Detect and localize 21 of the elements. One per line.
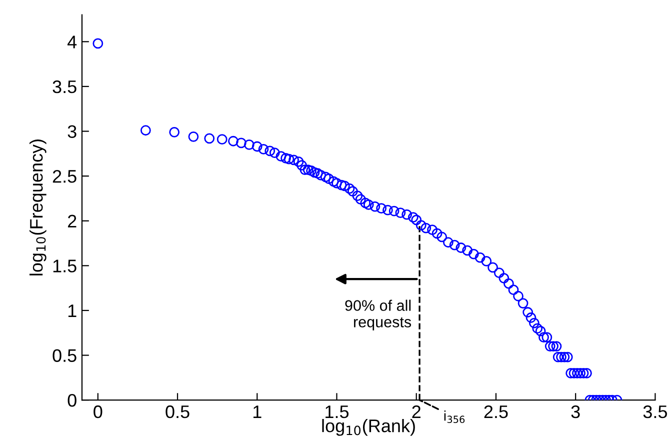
x-tick-label: 2 xyxy=(412,405,420,418)
x-tick-label: 0 xyxy=(94,405,102,418)
y-tick-label: 0 xyxy=(68,394,76,407)
x-tick-label: 0.5 xyxy=(166,405,190,418)
y-tick-label: 4 xyxy=(67,36,77,48)
y-tick-label: 3.5 xyxy=(52,80,76,94)
x-tick-label: 3 xyxy=(571,405,580,418)
y-axis-title: log$_{10}$(Frequency) xyxy=(30,140,46,276)
x-tick-label: 1 xyxy=(253,406,262,418)
y-tick-label: 1 xyxy=(68,304,76,318)
x-axis-title: log$_{10}$(Rank) xyxy=(322,418,415,436)
y-tick-label: 2.5 xyxy=(52,170,76,183)
y-tick-label: 1.5 xyxy=(53,260,76,272)
x-tick-label: 2.5 xyxy=(484,405,508,418)
y-tick-label: 3 xyxy=(68,125,76,138)
y-tick-label: 0.5 xyxy=(52,349,76,362)
y-tick-label: 2 xyxy=(68,214,76,228)
annotation: 90% of all requests xyxy=(345,300,412,330)
ref-line-label: i$_{356}$ xyxy=(444,410,465,424)
x-tick-label: 3.5 xyxy=(643,405,667,418)
x-tick-label: 1.5 xyxy=(326,406,349,418)
